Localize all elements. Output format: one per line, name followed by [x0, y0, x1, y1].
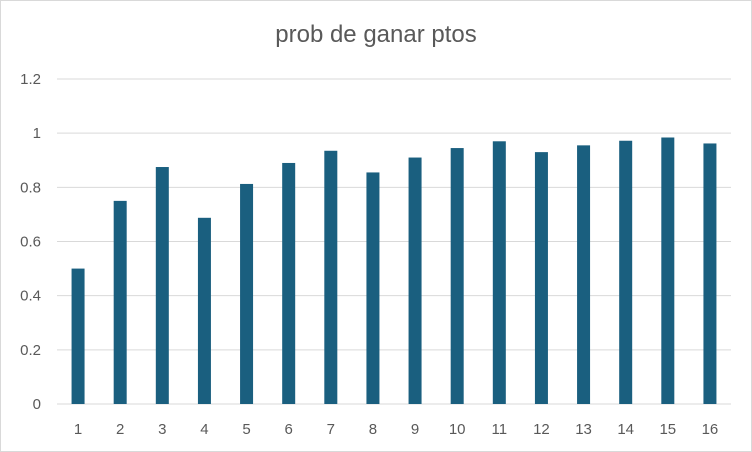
y-tick-label: 0 — [33, 396, 41, 413]
x-tick-label: 15 — [659, 421, 676, 438]
x-tick-label: 10 — [449, 421, 466, 438]
bar — [577, 145, 591, 404]
bar — [71, 268, 85, 404]
x-tick-label: 5 — [242, 421, 250, 438]
y-tick-label: 0.4 — [20, 288, 41, 305]
bar — [282, 162, 296, 404]
x-tick-label: 9 — [411, 421, 419, 438]
y-tick-label: 1 — [33, 125, 41, 142]
x-tick-label: 14 — [617, 421, 634, 438]
bar — [619, 140, 633, 404]
x-tick-label: 1 — [74, 421, 82, 438]
bar — [450, 148, 464, 404]
x-tick-label: 13 — [575, 421, 592, 438]
x-tick-label: 11 — [492, 421, 508, 438]
x-tick-label: 12 — [533, 421, 550, 438]
x-tick-label: 4 — [200, 421, 208, 438]
bar — [113, 200, 127, 404]
bar — [324, 150, 338, 404]
x-tick-label: 8 — [369, 421, 377, 438]
chart-title: prob de ganar ptos — [275, 21, 477, 48]
x-tick-label: 3 — [158, 421, 166, 438]
bar — [240, 183, 254, 404]
y-tick-label: 0.6 — [20, 234, 41, 251]
bar — [155, 167, 169, 404]
x-tick-label: 6 — [285, 421, 293, 438]
bar — [366, 172, 380, 404]
bar — [197, 217, 211, 404]
y-tick-label: 1.2 — [20, 71, 41, 88]
bar — [534, 152, 548, 404]
x-tick-label: 16 — [702, 421, 719, 438]
bar — [492, 141, 506, 404]
bar — [661, 137, 675, 404]
bar — [703, 143, 717, 405]
y-tick-label: 0.8 — [20, 179, 41, 196]
x-tick-label: 2 — [116, 421, 124, 438]
bar — [408, 157, 422, 404]
x-tick-label: 7 — [327, 421, 335, 438]
y-tick-label: 0.2 — [20, 342, 41, 359]
